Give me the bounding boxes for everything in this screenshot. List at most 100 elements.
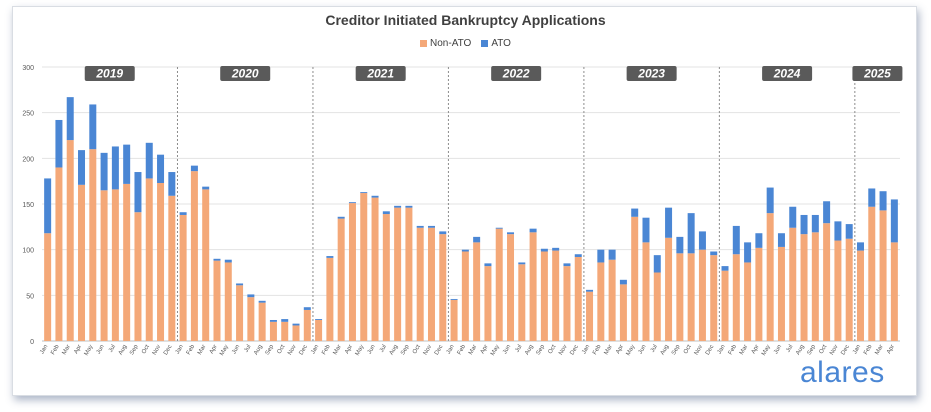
- bar-ato: [281, 319, 289, 322]
- bar-non-ato: [586, 291, 594, 341]
- year-badge-label: 2024: [773, 67, 801, 81]
- bar-non-ato: [394, 207, 402, 341]
- bar-ato: [450, 298, 458, 300]
- x-tick-label: Jun: [96, 344, 106, 355]
- bar-ato: [224, 259, 232, 263]
- x-tick-label: Sep: [671, 343, 682, 356]
- bar-non-ato: [495, 228, 503, 341]
- x-tick-label: Jan: [852, 344, 862, 355]
- x-tick-label: Sep: [129, 343, 140, 356]
- bar-non-ato: [111, 189, 119, 341]
- bar-ato: [269, 319, 277, 322]
- x-tick-label: Feb: [728, 343, 739, 356]
- bar-non-ato: [845, 238, 853, 341]
- bar-non-ato: [337, 218, 345, 341]
- bar-ato: [642, 217, 650, 243]
- bar-ato: [473, 236, 481, 243]
- bar-ato: [800, 214, 808, 235]
- bar-ato: [371, 195, 379, 198]
- x-tick-label: Nov: [152, 344, 163, 356]
- x-tick-label: Jan: [446, 344, 456, 355]
- bar-ato: [258, 300, 266, 303]
- x-tick-label: Jun: [638, 344, 648, 355]
- bar-non-ato: [631, 216, 639, 341]
- x-tick-label: Jun: [773, 344, 783, 355]
- x-tick-label: Apr: [480, 344, 490, 355]
- bar-non-ato: [450, 299, 458, 341]
- x-tick-label: Feb: [863, 343, 874, 356]
- bar-non-ato: [315, 319, 323, 341]
- bar-non-ato: [766, 213, 774, 341]
- bar-non-ato: [78, 184, 86, 341]
- bar-non-ato: [168, 195, 176, 341]
- bar-ato: [665, 207, 673, 238]
- bar-ato: [687, 213, 695, 254]
- bar-non-ato: [382, 214, 390, 341]
- x-tick-label: Nov: [287, 344, 298, 356]
- bar-ato: [461, 249, 469, 252]
- year-badge: [220, 66, 271, 81]
- x-tick-label: Feb: [457, 343, 468, 356]
- year-badge-label: 2019: [95, 67, 123, 81]
- bar-ato: [710, 251, 718, 256]
- bar-non-ato: [44, 233, 52, 341]
- y-tick-label: 100: [22, 248, 34, 255]
- bar-ato: [100, 152, 108, 191]
- x-tick-label: Feb: [186, 343, 197, 356]
- x-tick-label: Oct: [548, 344, 558, 355]
- x-tick-label: Jun: [502, 344, 512, 355]
- year-badge-label: 2020: [231, 67, 259, 81]
- bar-ato: [236, 283, 244, 286]
- bar-non-ato: [653, 272, 661, 341]
- bar-ato: [66, 97, 74, 141]
- x-tick-label: Mar: [739, 344, 749, 356]
- bar-ato: [213, 258, 221, 261]
- bar-non-ato: [360, 193, 368, 341]
- bar-ato: [586, 289, 594, 292]
- bar-non-ato: [676, 253, 684, 341]
- x-tick-label: Aug: [660, 344, 671, 356]
- x-tick-label: Aug: [524, 344, 535, 356]
- legend-label-ato: ATO: [491, 38, 511, 49]
- bar-non-ato: [540, 251, 548, 341]
- bar-non-ato: [563, 266, 571, 341]
- y-tick-label: 150: [22, 202, 34, 209]
- bar-non-ato: [247, 297, 255, 341]
- x-tick-label: Apr: [209, 344, 219, 355]
- x-tick-label: Dec: [840, 344, 851, 356]
- x-tick-label: Aug: [253, 344, 264, 356]
- bar-ato: [495, 227, 503, 229]
- bar-non-ato: [777, 246, 785, 341]
- bar-ato: [552, 247, 560, 251]
- alares-logo: alares: [800, 356, 885, 389]
- x-tick-label: Dec: [163, 344, 174, 356]
- bar-ato: [315, 319, 323, 320]
- bar-ato: [416, 225, 424, 228]
- bar-ato: [698, 231, 706, 250]
- bar-ato: [348, 202, 356, 204]
- bar-ato: [619, 279, 627, 285]
- bar-ato: [507, 232, 515, 235]
- legend-item-non-ato: Non-ATO: [420, 38, 471, 49]
- bar-non-ato: [687, 253, 695, 341]
- bar-non-ato: [123, 183, 131, 341]
- bar-non-ato: [66, 140, 74, 341]
- bar-non-ato: [236, 285, 244, 341]
- x-tick-label: Jan: [717, 344, 727, 355]
- bar-ato: [134, 172, 142, 213]
- bar-non-ato: [732, 254, 740, 341]
- x-tick-label: Sep: [536, 343, 547, 356]
- bar-ato: [597, 249, 605, 263]
- bar-ato: [157, 154, 165, 183]
- x-tick-label: Sep: [807, 343, 818, 356]
- bar-non-ato: [439, 234, 447, 341]
- bar-non-ato: [89, 149, 97, 341]
- year-badge-label: 2022: [502, 67, 530, 81]
- bar-ato: [44, 178, 52, 234]
- bar-non-ato: [461, 251, 469, 341]
- bar-non-ato: [619, 284, 627, 341]
- x-tick-label: May: [490, 344, 501, 357]
- bar-non-ato: [710, 255, 718, 341]
- bar-ato: [111, 146, 119, 190]
- x-tick-label: Nov: [694, 344, 705, 356]
